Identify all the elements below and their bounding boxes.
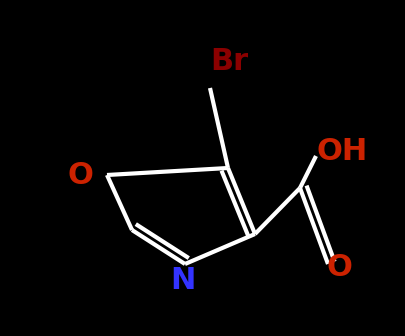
Text: N: N [171,266,196,295]
Text: O: O [326,253,352,283]
Text: OH: OH [316,136,367,166]
Text: O: O [67,161,93,190]
Text: Br: Br [210,46,248,76]
